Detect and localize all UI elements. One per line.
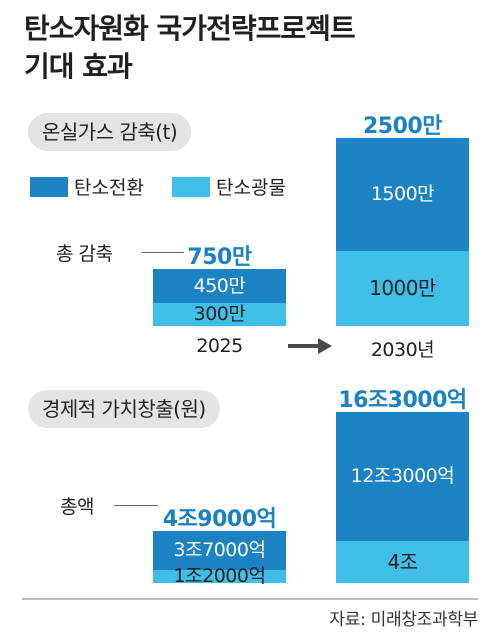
economic-total-2025: 4조9000억 <box>162 507 277 532</box>
emissions-bar-2025-transition: 450만 <box>153 269 286 303</box>
economic-bar-2025-mineral: 1조2000억 <box>153 567 286 586</box>
legend-label-transition: 탄소전환 <box>74 177 144 199</box>
arrow-right-icon <box>288 338 332 354</box>
legend-item-transition: 탄소전환 <box>30 176 144 200</box>
legend-item-mineral: 탄소광물 <box>172 176 286 200</box>
footer-divider <box>22 598 478 600</box>
emissions-bar-2030-transition: 1500만 <box>336 138 469 251</box>
economic-bar-2030-transition: 12조3000억 <box>336 412 469 541</box>
emissions-total-2030: 2500만 <box>363 114 442 139</box>
economic-total-label: 총액 <box>60 496 94 518</box>
emissions-bar-2025-mineral: 300만 <box>153 303 286 326</box>
title-line-2: 기대 효과 <box>24 50 133 83</box>
legend-swatch-transition <box>30 177 68 197</box>
year-label-2025: 2025 <box>196 335 243 357</box>
legend-label-mineral: 탄소광물 <box>216 177 286 199</box>
emissions-total-label: 총 감축 <box>56 243 113 265</box>
source-note: 자료: 미래창조과학부 <box>329 610 478 630</box>
emissions-total-leader-line <box>142 252 184 253</box>
economic-total-leader-line <box>114 505 158 506</box>
emissions-bar-2030-mineral: 1000만 <box>336 251 469 326</box>
page-title: 탄소자원화 국가전략프로젝트 기대 효과 <box>24 10 356 86</box>
emissions-section-title: 온실가스 감축(t) <box>28 113 192 151</box>
year-label-2030: 2030년 <box>370 339 435 361</box>
legend-swatch-mineral <box>172 177 210 197</box>
economic-total-2030: 16조3000억 <box>338 388 467 413</box>
economic-bar-2030-mineral: 4조 <box>336 541 469 583</box>
economic-section-title: 경제적 가치창출(원) <box>28 390 220 428</box>
economic-bar-2025-transition: 3조7000억 <box>153 531 286 570</box>
emissions-total-2025: 750만 <box>187 245 252 270</box>
title-line-1: 탄소자원화 국가전략프로젝트 <box>24 12 356 45</box>
